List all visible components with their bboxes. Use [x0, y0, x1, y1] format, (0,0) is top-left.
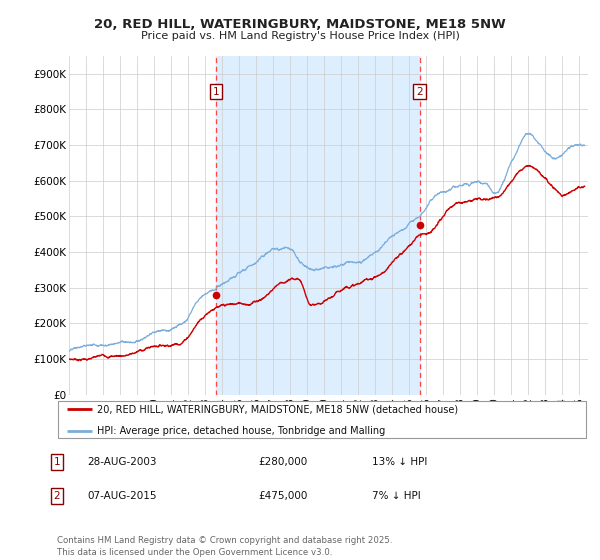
FancyBboxPatch shape: [58, 401, 586, 438]
Text: 20, RED HILL, WATERINGBURY, MAIDSTONE, ME18 5NW (detached house): 20, RED HILL, WATERINGBURY, MAIDSTONE, M…: [97, 404, 458, 414]
Text: 28-AUG-2003: 28-AUG-2003: [87, 457, 157, 467]
Text: 2: 2: [416, 87, 423, 96]
Text: Price paid vs. HM Land Registry's House Price Index (HPI): Price paid vs. HM Land Registry's House …: [140, 31, 460, 41]
Text: 7% ↓ HPI: 7% ↓ HPI: [372, 491, 421, 501]
Text: £475,000: £475,000: [258, 491, 307, 501]
Text: 07-AUG-2015: 07-AUG-2015: [87, 491, 157, 501]
Text: 1: 1: [213, 87, 220, 96]
Text: 2: 2: [53, 491, 61, 501]
Text: Contains HM Land Registry data © Crown copyright and database right 2025.
This d: Contains HM Land Registry data © Crown c…: [57, 536, 392, 557]
Text: 20, RED HILL, WATERINGBURY, MAIDSTONE, ME18 5NW: 20, RED HILL, WATERINGBURY, MAIDSTONE, M…: [94, 18, 506, 31]
Text: 1: 1: [53, 457, 61, 467]
Text: HPI: Average price, detached house, Tonbridge and Malling: HPI: Average price, detached house, Tonb…: [97, 426, 385, 436]
Text: £280,000: £280,000: [258, 457, 307, 467]
Bar: [216, 56, 419, 395]
Text: 13% ↓ HPI: 13% ↓ HPI: [372, 457, 427, 467]
